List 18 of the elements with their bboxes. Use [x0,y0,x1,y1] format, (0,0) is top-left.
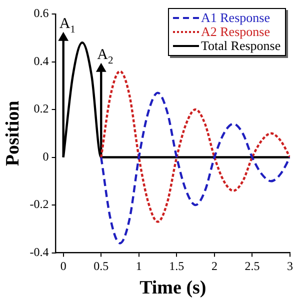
x-tick-label: 1.5 [169,259,184,274]
x-tick-label: 0 [60,259,66,274]
x-tick-label: 2 [211,259,218,274]
y-tick-label: -0.4 [30,244,49,259]
y-tick-label: 0.4 [34,54,49,68]
x-tick-label: 2.5 [244,259,260,274]
legend-label: A2 Response [201,24,270,39]
x-tick-label: 1 [136,259,142,274]
legend-label: Total Response [201,38,281,53]
y-tick-label: -0.2 [30,197,49,212]
legend-label: A1 Response [201,10,270,25]
y-tick-label: 0.6 [34,6,49,20]
y-tick-label: 0 [42,149,49,164]
y-tick-label: 0.2 [34,102,49,116]
x-axis-title: Time (s) [140,278,206,299]
y-axis-title: Position [2,100,24,166]
x-tick-label: 3 [287,259,293,274]
x-tick-label: 0.5 [94,259,109,274]
